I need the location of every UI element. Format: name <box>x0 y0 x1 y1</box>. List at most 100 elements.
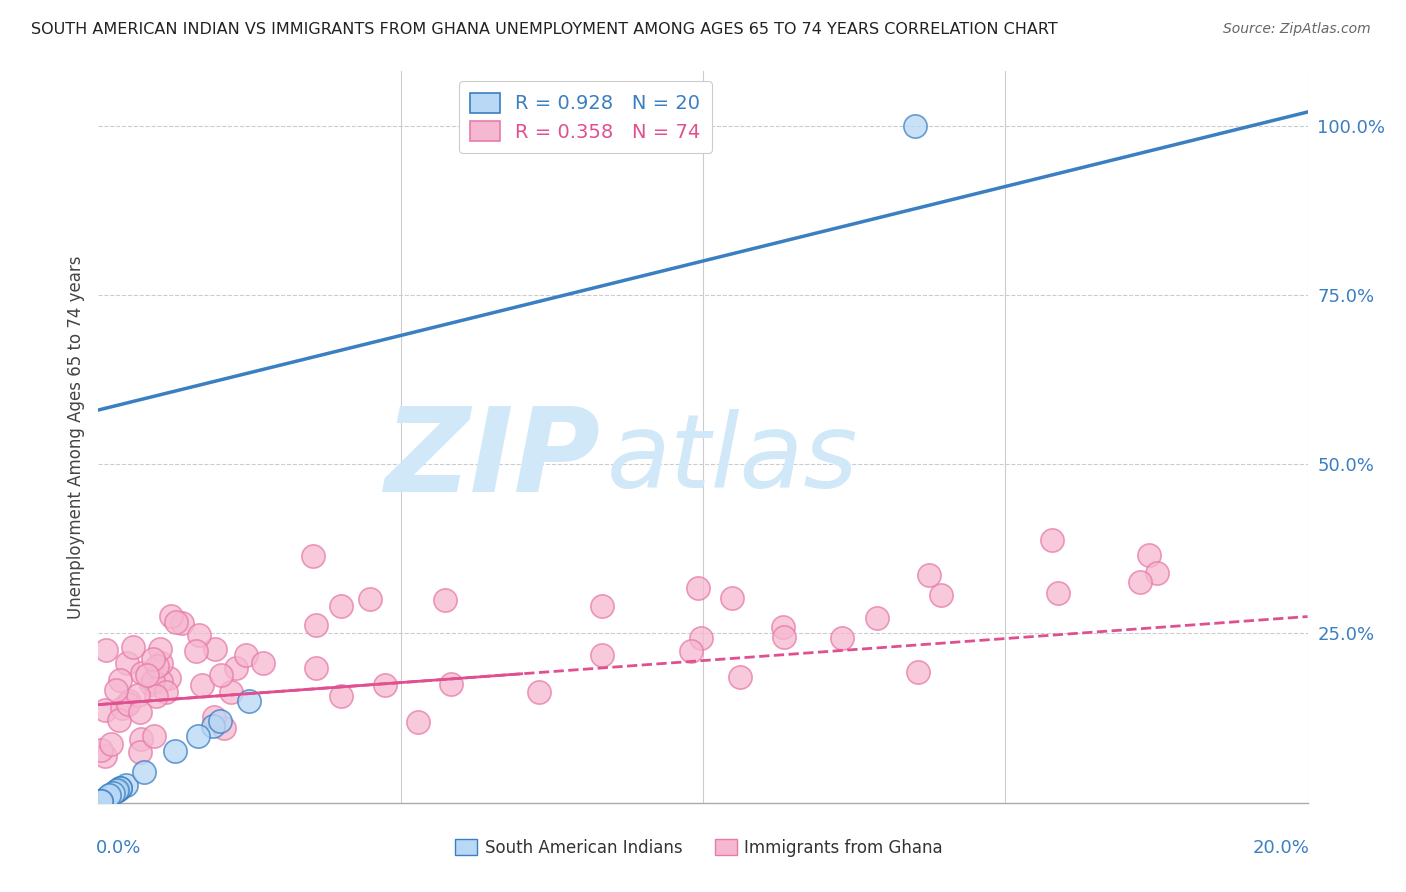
Point <box>440 676 463 690</box>
Point <box>433 593 456 607</box>
FancyBboxPatch shape <box>456 839 477 855</box>
Point <box>143 729 166 743</box>
Point <box>150 674 173 689</box>
Point <box>772 620 794 634</box>
Point <box>359 591 381 606</box>
Point <box>114 778 136 792</box>
Point <box>127 689 149 703</box>
Point <box>209 668 232 682</box>
Point <box>252 657 274 671</box>
Point <box>202 710 225 724</box>
Point <box>129 705 152 719</box>
Point <box>139 677 162 691</box>
Point <box>150 656 173 670</box>
Point <box>94 643 117 657</box>
Point <box>831 631 853 645</box>
Point <box>904 119 927 133</box>
Point <box>163 744 186 758</box>
Point <box>129 732 152 747</box>
Point <box>121 640 143 655</box>
Point <box>305 661 328 675</box>
Point <box>190 678 212 692</box>
Point <box>107 782 129 797</box>
Point <box>110 780 132 795</box>
Point <box>208 714 231 729</box>
Point <box>918 568 941 582</box>
Point <box>90 743 112 757</box>
Text: atlas: atlas <box>606 409 858 509</box>
Text: South American Indians: South American Indians <box>485 839 683 857</box>
Point <box>117 697 139 711</box>
Text: SOUTH AMERICAN INDIAN VS IMMIGRANTS FROM GHANA UNEMPLOYMENT AMONG AGES 65 TO 74 : SOUTH AMERICAN INDIAN VS IMMIGRANTS FROM… <box>31 22 1057 37</box>
Point <box>159 609 181 624</box>
Point <box>1047 586 1070 600</box>
Point <box>135 668 157 682</box>
Point <box>201 719 224 733</box>
Point <box>529 685 551 699</box>
Point <box>108 713 131 727</box>
Text: 20.0%: 20.0% <box>1253 839 1310 857</box>
FancyBboxPatch shape <box>716 839 737 855</box>
Point <box>866 610 889 624</box>
Point <box>101 786 124 800</box>
Point <box>686 581 709 595</box>
Point <box>929 587 952 601</box>
Point <box>170 616 193 631</box>
Text: Immigrants from Ghana: Immigrants from Ghana <box>744 839 943 857</box>
Point <box>302 549 325 564</box>
Point <box>108 673 131 687</box>
Point <box>165 615 187 629</box>
Point <box>187 729 209 743</box>
Point <box>408 715 430 730</box>
Point <box>115 656 138 670</box>
Point <box>681 644 703 658</box>
Point <box>728 669 751 683</box>
Point <box>187 628 209 642</box>
Point <box>105 682 128 697</box>
Point <box>131 666 153 681</box>
Point <box>773 631 796 645</box>
Point <box>100 737 122 751</box>
Point <box>219 685 242 699</box>
Text: 0.0%: 0.0% <box>96 839 142 857</box>
Point <box>142 673 165 688</box>
Point <box>214 721 236 735</box>
Point <box>149 642 172 657</box>
Point <box>204 641 226 656</box>
Point <box>238 694 260 708</box>
Text: ZIP: ZIP <box>384 401 600 516</box>
Point <box>98 789 121 803</box>
Point <box>305 618 328 632</box>
Point <box>907 665 929 679</box>
Point <box>330 599 353 613</box>
Point <box>184 644 207 658</box>
Point <box>110 780 132 795</box>
Point <box>374 678 396 692</box>
Point <box>90 794 112 808</box>
Legend: R = 0.928   N = 20, R = 0.358   N = 74: R = 0.928 N = 20, R = 0.358 N = 74 <box>458 81 711 153</box>
Point <box>94 791 117 805</box>
Point <box>330 690 353 704</box>
Point <box>1042 533 1064 547</box>
Point <box>690 632 713 646</box>
Point <box>225 661 247 675</box>
Point <box>94 748 117 763</box>
Point <box>105 783 128 797</box>
Point <box>235 648 257 662</box>
Point <box>111 700 134 714</box>
Point <box>128 745 150 759</box>
Point <box>591 599 613 614</box>
Point <box>157 672 180 686</box>
Y-axis label: Unemployment Among Ages 65 to 74 years: Unemployment Among Ages 65 to 74 years <box>66 255 84 619</box>
Point <box>155 685 177 699</box>
Point <box>104 784 127 798</box>
Point <box>721 591 744 605</box>
Point <box>98 788 121 802</box>
Text: Source: ZipAtlas.com: Source: ZipAtlas.com <box>1223 22 1371 37</box>
Point <box>142 651 165 665</box>
Point <box>90 794 112 808</box>
Point <box>1129 575 1152 590</box>
Point <box>118 693 141 707</box>
Point <box>146 659 169 673</box>
Point <box>145 689 167 703</box>
